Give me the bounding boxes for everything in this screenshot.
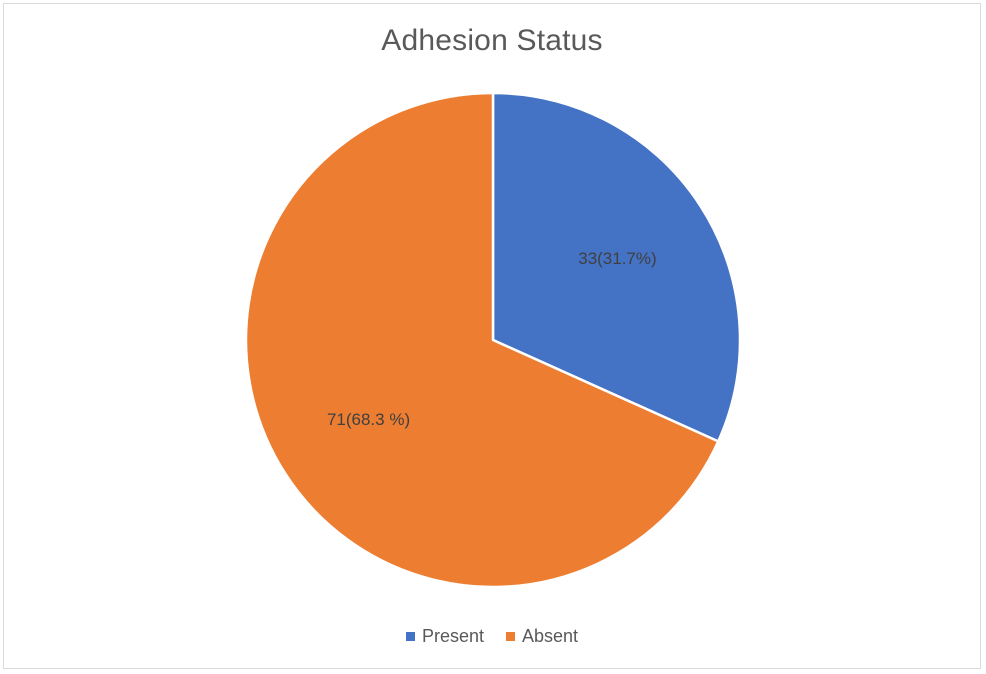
legend-label-present: Present — [421, 626, 484, 646]
pie-slice-present — [491, 91, 742, 443]
pie-slice-absent — [244, 91, 720, 589]
legend-label-absent: Absent — [522, 626, 579, 646]
legend-swatch-absent — [506, 632, 515, 641]
legend: Present Absent — [4, 626, 980, 647]
chart-title: Adhesion Status — [381, 24, 603, 57]
legend-swatch-present — [405, 632, 415, 641]
chart-frame: Adhesion Status 33(31.7%) 71(68.3 %) Pres… — [3, 3, 981, 669]
legend-item-present: Present — [405, 626, 484, 647]
legend-item-absent: Absent — [506, 626, 578, 647]
data-label-absent: 71(68.3 %) — [327, 410, 410, 429]
pie-chart: 33(31.7%) 71(68.3 %) — [244, 91, 742, 589]
data-label-present: 33(31.7%) — [578, 249, 656, 268]
